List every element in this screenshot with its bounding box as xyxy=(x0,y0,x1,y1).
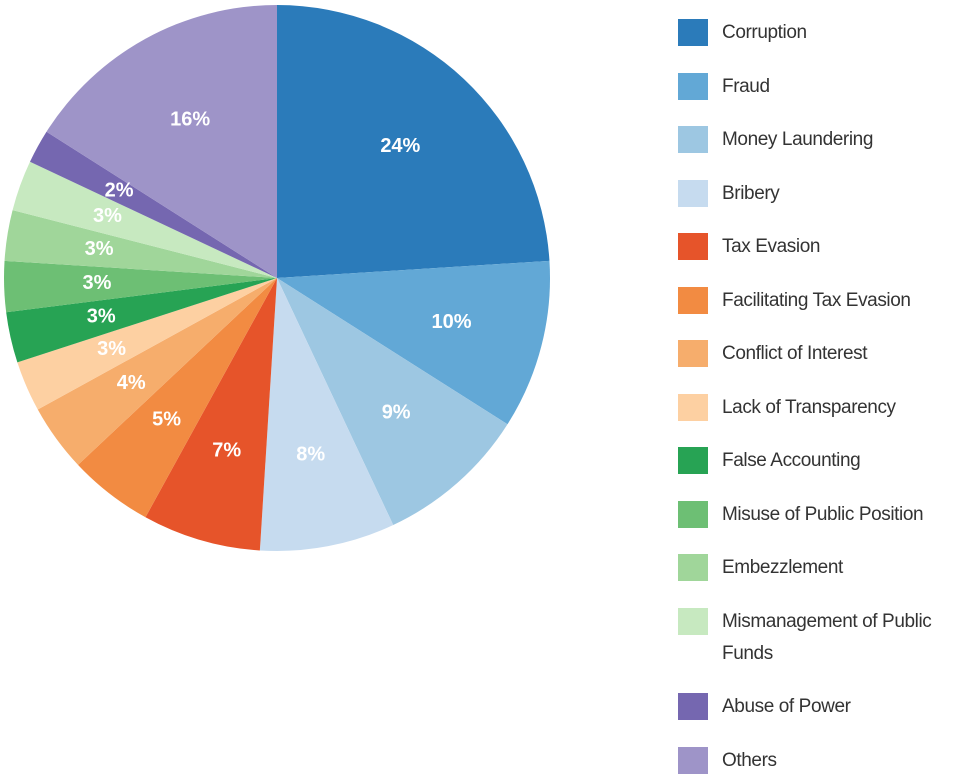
data-label: 3% xyxy=(93,205,122,227)
legend-swatch xyxy=(678,340,708,367)
legend-item: Lack of Transparency xyxy=(678,392,955,424)
legend-item: Others xyxy=(678,745,955,774)
data-label: 3% xyxy=(82,272,111,294)
legend-swatch xyxy=(678,179,708,207)
legend-label: Mismanagement of Public Funds xyxy=(722,610,932,664)
legend-label: Fraud xyxy=(722,75,770,97)
data-label: 7% xyxy=(212,439,241,461)
legend-swatch xyxy=(678,72,708,100)
legend-label: Embezzlement xyxy=(722,557,843,578)
legend-label: Lack of Transparency xyxy=(722,396,896,418)
legend-label: False Accounting xyxy=(722,450,861,471)
data-label: 3% xyxy=(97,338,126,360)
pie-chart: 24% 10% 9% 8% 7% 5% 4% 3% 3% 3% 3% 3% 2% 16% xyxy=(3,5,550,551)
data-label: 10% xyxy=(432,311,472,333)
data-label: 9% xyxy=(382,401,411,423)
pie-slice xyxy=(77,278,277,518)
legend-swatch xyxy=(678,19,708,46)
legend-item: Mismanagement of Public Funds xyxy=(678,606,955,670)
data-label: 16% xyxy=(170,108,210,130)
legend-swatch xyxy=(678,126,708,153)
data-label: 4% xyxy=(117,372,146,394)
legend-item: False Accounting xyxy=(678,445,955,477)
legend-swatch xyxy=(678,286,708,314)
legend: Corruption Fraud Money Laundering Bribery Ta… xyxy=(678,17,955,774)
legend-label: Bribery xyxy=(722,182,780,204)
legend-item: Money Laundering xyxy=(678,124,955,156)
pie-slice xyxy=(37,278,277,465)
pie-slice xyxy=(6,278,278,363)
pie-slice xyxy=(29,131,278,278)
pie-slice xyxy=(4,210,278,278)
data-label: 2% xyxy=(105,179,134,201)
legend-label: Abuse of Power xyxy=(722,696,851,717)
legend-swatch xyxy=(678,500,708,528)
pie-slice xyxy=(277,5,550,278)
legend-swatch xyxy=(678,554,708,581)
pie-slice xyxy=(145,278,277,551)
legend-swatch xyxy=(678,393,708,421)
legend-swatch xyxy=(678,233,708,260)
pie-slice xyxy=(12,161,278,278)
pie-slice xyxy=(46,5,278,278)
legend-label: Others xyxy=(722,749,777,771)
data-label: 5% xyxy=(152,409,181,431)
data-label: 3% xyxy=(85,238,114,260)
pie-slice xyxy=(277,278,508,526)
legend-label: Tax Evasion xyxy=(722,236,821,257)
legend-item: Misuse of Public Position xyxy=(678,499,955,531)
pie-slice xyxy=(3,260,277,313)
legend-label: Money Laundering xyxy=(722,129,873,150)
pie-slice xyxy=(17,278,277,410)
legend-item: Conflict of Interest xyxy=(678,338,955,370)
legend-label: Corruption xyxy=(722,22,807,43)
legend-swatch xyxy=(678,693,708,720)
data-label: 3% xyxy=(87,306,116,328)
legend-swatch xyxy=(678,746,708,774)
legend-label: Misuse of Public Position xyxy=(722,503,924,525)
data-label: 8% xyxy=(296,443,325,465)
legend-item: Tax Evasion xyxy=(678,231,955,263)
data-label: 24% xyxy=(380,135,420,157)
legend-swatch xyxy=(678,447,708,474)
legend-item: Bribery xyxy=(678,178,955,210)
legend-item: Fraud xyxy=(678,71,955,103)
legend-item: Facilitating Tax Evasion xyxy=(678,285,955,317)
legend-item: Abuse of Power xyxy=(678,691,955,723)
pie-slice xyxy=(259,278,394,551)
legend-item: Embezzlement xyxy=(678,552,955,584)
legend-label: Facilitating Tax Evasion xyxy=(722,289,911,311)
legend-swatch xyxy=(678,607,708,635)
legend-item: Corruption xyxy=(678,17,955,49)
pie-slice xyxy=(277,260,550,425)
legend-label: Conflict of Interest xyxy=(722,343,868,364)
